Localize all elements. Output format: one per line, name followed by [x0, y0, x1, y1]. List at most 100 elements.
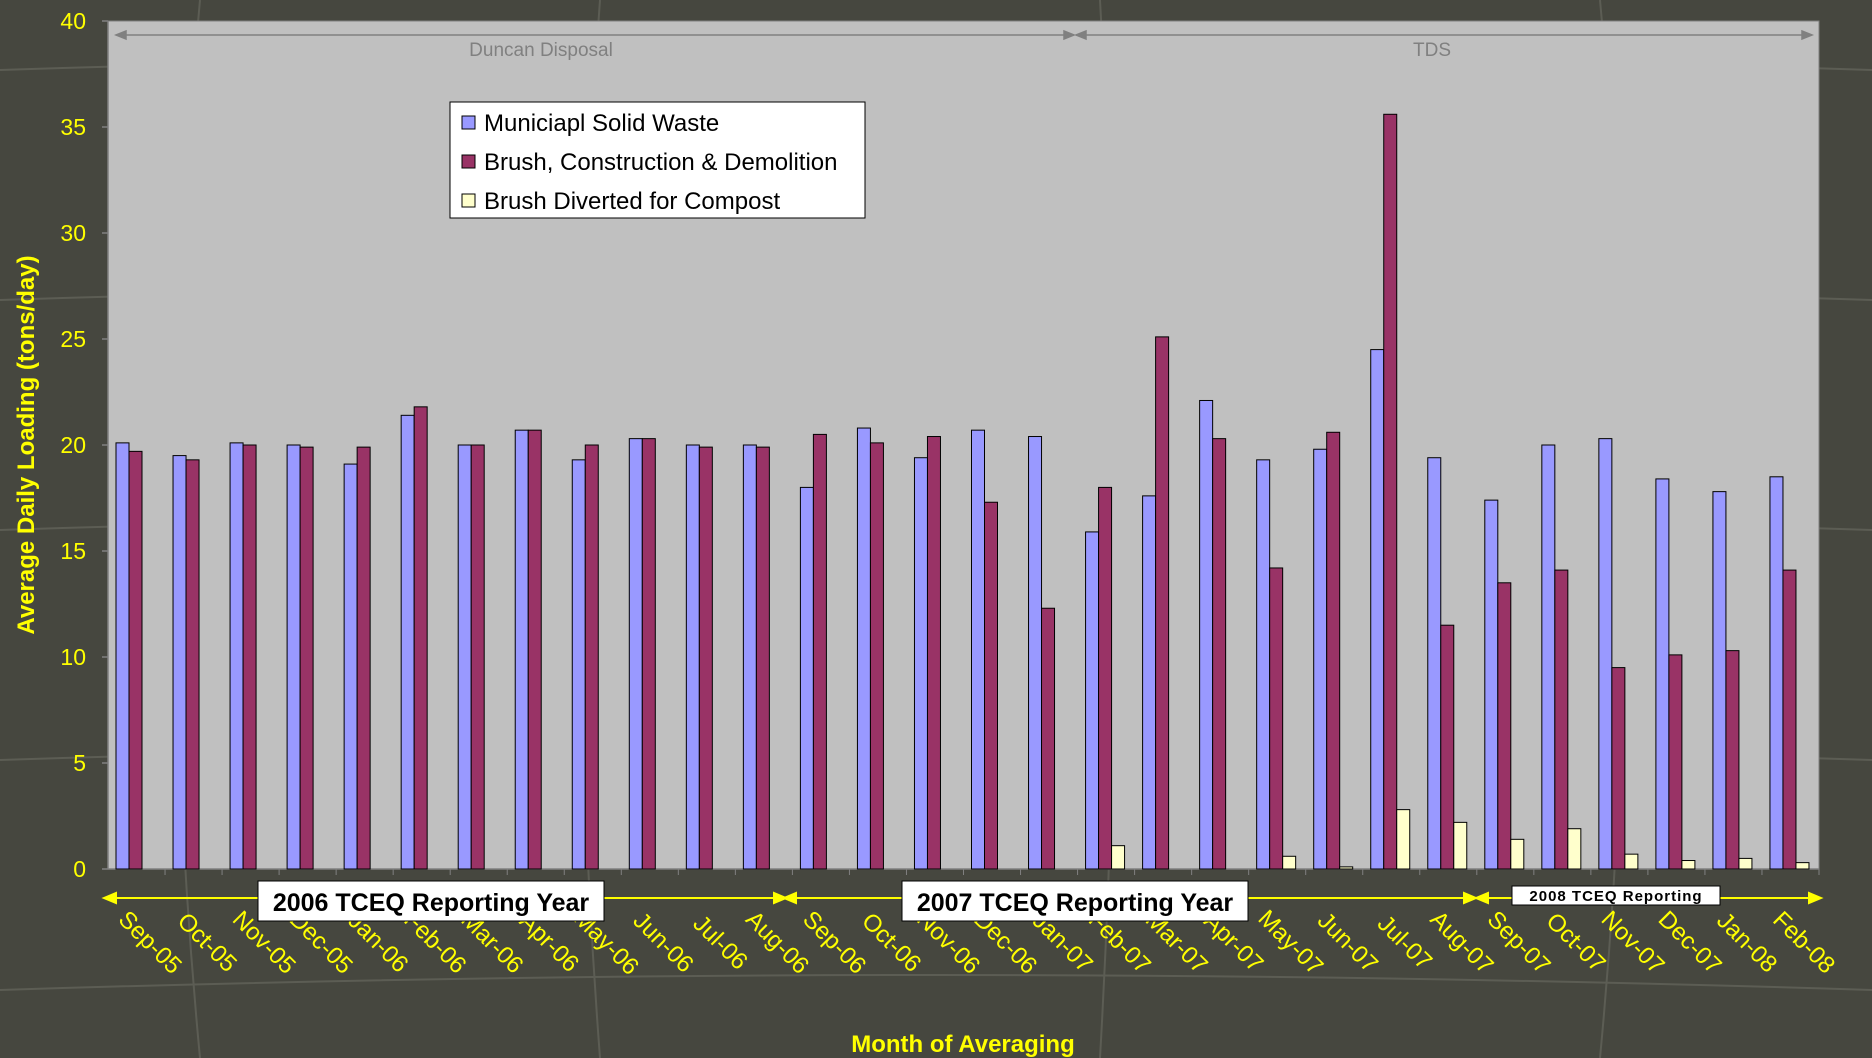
x-tick-label: Sep-07	[1482, 906, 1556, 980]
bar-msw-jun-07	[1313, 448, 1328, 870]
y-tick-label: 15	[60, 538, 86, 564]
bar-msw-aug-07	[1427, 457, 1442, 870]
bar-msw-oct-07	[1541, 444, 1556, 870]
bar-bcd-sep-06	[812, 433, 827, 870]
bar-msw-aug-06	[742, 444, 757, 870]
x-tick-label: Aug-06	[740, 906, 814, 980]
x-tick-label: Jul-06	[687, 910, 752, 975]
legend-label-msw: Municiapl Solid Waste	[484, 110, 719, 137]
x-axis-title: Month of Averaging	[851, 1031, 1075, 1058]
x-tick-label: Oct-07	[1541, 908, 1611, 978]
y-tick-label: 5	[73, 750, 86, 776]
bar-series	[115, 113, 1820, 875]
bar-msw-jan-08	[1712, 491, 1727, 870]
bar-msw-nov-06	[913, 457, 928, 870]
bar-bcd-may-07	[1269, 567, 1284, 870]
bar-compost-oct-07	[1567, 828, 1582, 870]
legend: Municiapl Solid Waste Brush, Constructio…	[449, 101, 866, 219]
bar-bcd-nov-06	[926, 436, 941, 870]
legend-label-compost: Brush Diverted for Compost	[484, 188, 780, 215]
duncan-disposal-label: Duncan Disposal	[469, 40, 613, 61]
bar-compost-nov-07	[1624, 853, 1639, 870]
bar-bcd-apr-06	[527, 429, 542, 870]
bar-msw-may-07	[1256, 459, 1271, 870]
x-tick-label: Jul-07	[1372, 910, 1437, 975]
y-tick-label: 10	[60, 644, 86, 670]
bar-msw-sep-06	[799, 486, 814, 870]
bar-msw-jan-07	[1028, 436, 1043, 870]
bar-msw-jul-07	[1370, 349, 1385, 870]
bar-bcd-oct-06	[869, 442, 884, 870]
bar-bcd-mar-06	[470, 444, 485, 870]
x-tick-label: Jun-06	[628, 907, 699, 978]
tds-label: TDS	[1413, 40, 1451, 61]
bar-msw-mar-06	[457, 444, 472, 870]
svg-text:2006 TCEQ Reporting Year: 2006 TCEQ Reporting Year	[273, 889, 590, 917]
bar-compost-jun-07	[1339, 866, 1354, 870]
reporting-year-2007: 2007 TCEQ Reporting Year	[901, 880, 1249, 922]
bar-msw-oct-06	[856, 427, 871, 870]
bar-bcd-feb-08	[1782, 569, 1797, 870]
bar-msw-oct-05	[172, 455, 187, 870]
bar-bcd-jan-07	[1041, 607, 1056, 870]
legend-swatch-msw	[461, 115, 476, 130]
bar-bcd-jan-06	[356, 446, 371, 870]
bar-msw-nov-05	[229, 442, 244, 870]
x-tick-label: Sep-06	[797, 906, 871, 980]
bar-msw-apr-06	[514, 429, 529, 870]
x-tick-label: Oct-05	[172, 908, 242, 978]
bar-bcd-feb-06	[413, 406, 428, 870]
bar-bcd-nov-05	[242, 444, 257, 870]
bar-bcd-may-06	[584, 444, 599, 870]
x-tick-label: Jan-08	[1711, 907, 1782, 978]
y-tick-label: 20	[60, 432, 86, 458]
y-axis-ticks: 0 5 10 15 20 25 30 35 40	[60, 8, 108, 882]
bar-bcd-sep-05	[128, 450, 143, 870]
legend-label-bcd: Brush, Construction & Demolition	[484, 149, 837, 176]
bar-msw-dec-05	[286, 444, 301, 870]
bar-bcd-oct-05	[185, 459, 200, 870]
bar-msw-dec-06	[971, 429, 985, 870]
y-tick-label: 35	[60, 114, 86, 140]
bar-bcd-dec-06	[984, 501, 998, 870]
bar-bcd-dec-05	[299, 446, 314, 870]
bar-bcd-oct-07	[1554, 569, 1569, 870]
reporting-year-2006: 2006 TCEQ Reporting Year	[257, 880, 605, 922]
bar-msw-mar-07	[1142, 495, 1157, 870]
bar-msw-jan-06	[343, 463, 358, 870]
bar-bcd-nov-07	[1611, 667, 1626, 870]
legend-swatch-bcd	[461, 154, 476, 169]
svg-text:2008 TCEQ Reporting: 2008 TCEQ Reporting	[1529, 888, 1702, 905]
x-tick-label: Dec-07	[1653, 906, 1727, 980]
bar-bcd-dec-07	[1668, 654, 1683, 870]
bar-bcd-aug-06	[755, 446, 770, 870]
bar-msw-sep-07	[1484, 499, 1499, 870]
bar-msw-jul-06	[685, 444, 700, 870]
bar-bcd-mar-07	[1155, 336, 1170, 870]
reporting-year-2008: 2008 TCEQ Reporting	[1511, 885, 1721, 906]
y-axis-title: Average Daily Loading (tons/day)	[13, 255, 40, 634]
x-tick-label: Jun-07	[1312, 907, 1383, 978]
hauler-annotation	[113, 29, 1815, 41]
bar-compost-feb-07	[1111, 845, 1126, 870]
bar-compost-may-07	[1282, 855, 1297, 870]
x-tick-label: Sep-05	[113, 906, 187, 980]
bar-msw-nov-07	[1598, 438, 1613, 870]
bar-compost-aug-07	[1453, 821, 1468, 870]
bar-msw-dec-07	[1655, 478, 1670, 870]
y-tick-label: 30	[60, 220, 86, 246]
x-tick-label: Feb-08	[1767, 906, 1840, 979]
bar-msw-jun-06	[628, 438, 643, 870]
bar-compost-dec-07	[1681, 860, 1696, 870]
bar-bcd-sep-07	[1497, 582, 1512, 870]
x-tick-label: May-07	[1253, 905, 1329, 981]
bar-bcd-jun-06	[641, 438, 656, 870]
bar-msw-feb-06	[400, 414, 415, 870]
y-tick-label: 0	[73, 856, 86, 882]
y-tick-label: 25	[60, 326, 86, 352]
bar-compost-jan-08	[1738, 857, 1753, 870]
bar-compost-jul-07	[1396, 809, 1411, 870]
bar-bcd-aug-07	[1440, 624, 1455, 870]
bar-msw-sep-05	[115, 442, 130, 870]
